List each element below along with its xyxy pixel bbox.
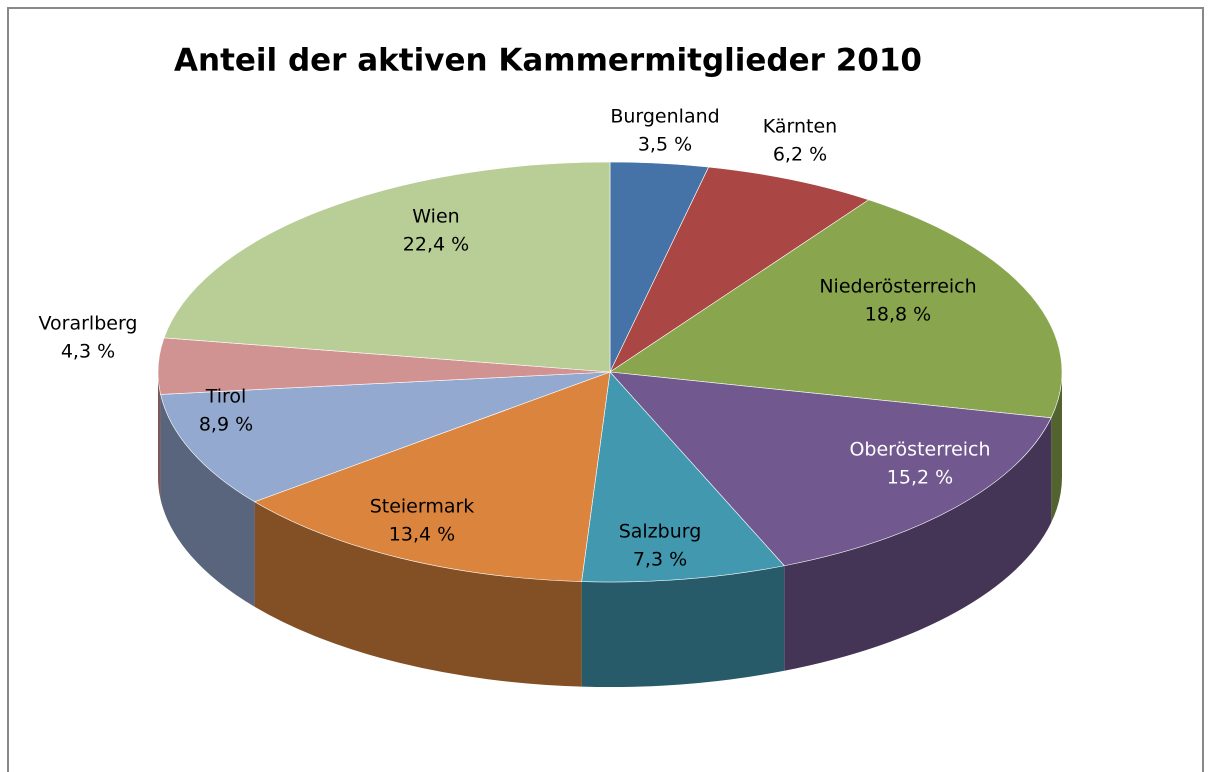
data-label-name: Oberösterreich xyxy=(849,439,990,461)
data-label-value: 6,2 % xyxy=(773,144,827,166)
data-label-name: Steiermark xyxy=(370,496,475,518)
data-label-name: Vorarlberg xyxy=(39,313,138,335)
data-label-name: Kärnten xyxy=(763,116,837,138)
slice xyxy=(609,166,870,373)
slice-side xyxy=(1051,372,1062,523)
slice-side xyxy=(254,501,582,687)
data-label-value: 4,3 % xyxy=(61,341,115,363)
data-label-value: 7,3 % xyxy=(633,549,687,571)
slice-side xyxy=(158,372,161,500)
slice-side xyxy=(160,394,255,607)
slice-side xyxy=(581,565,785,688)
data-label-name: Salzburg xyxy=(619,521,702,543)
slice xyxy=(163,161,611,373)
data-label-value: 22,4 % xyxy=(403,234,469,256)
data-label-name: Burgenland xyxy=(610,106,719,128)
data-label-value: 3,5 % xyxy=(638,134,692,156)
slice xyxy=(160,371,611,503)
data-label-name: Niederösterreich xyxy=(819,276,976,298)
data-label-value: 13,4 % xyxy=(389,524,455,546)
slice-side xyxy=(784,417,1052,671)
slice xyxy=(609,371,1052,567)
slice xyxy=(253,371,611,582)
data-label-name: Wien xyxy=(412,206,459,228)
data-label-name: Tirol xyxy=(205,386,247,408)
data-label-value: 18,8 % xyxy=(865,304,931,326)
data-label-value: 8,9 % xyxy=(199,414,253,436)
data-label-value: 15,2 % xyxy=(887,467,953,489)
slice xyxy=(609,199,1063,419)
slice xyxy=(581,371,785,583)
chart-title: Anteil der aktiven Kammermitglieder 2010 xyxy=(174,43,922,79)
